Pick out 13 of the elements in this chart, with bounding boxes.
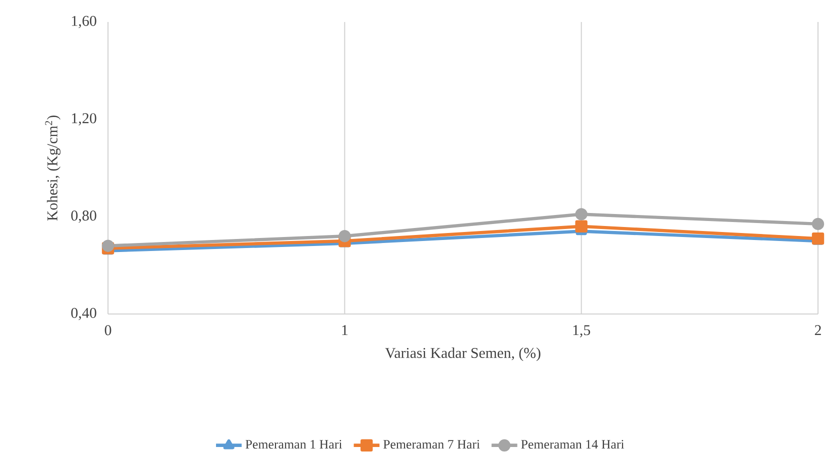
x-tick-label: 1 — [342, 325, 348, 336]
x-tick-label: 0 — [104, 325, 112, 336]
y-axis-title: Kohesi, (Kg/cm$^{2}$) — [45, 116, 61, 221]
y-tick-label: 0,40 — [71, 308, 96, 320]
legend-label: Pemeraman 7 Hari — [383, 440, 480, 449]
y-tick-label: 1,20 — [72, 113, 96, 126]
legend-label: Pemeraman 1 Hari — [246, 440, 342, 449]
x-tick-label: 2 — [814, 325, 821, 336]
x-tick-label: 1,5 — [573, 325, 590, 338]
legend-label: Pemeraman 14 Hari — [521, 440, 624, 449]
y-tick-label: 1,60 — [72, 16, 96, 28]
x-axis-title: Variasi Kadar Semen, (%) — [385, 348, 540, 362]
y-tick-label: 0,80 — [71, 210, 96, 223]
